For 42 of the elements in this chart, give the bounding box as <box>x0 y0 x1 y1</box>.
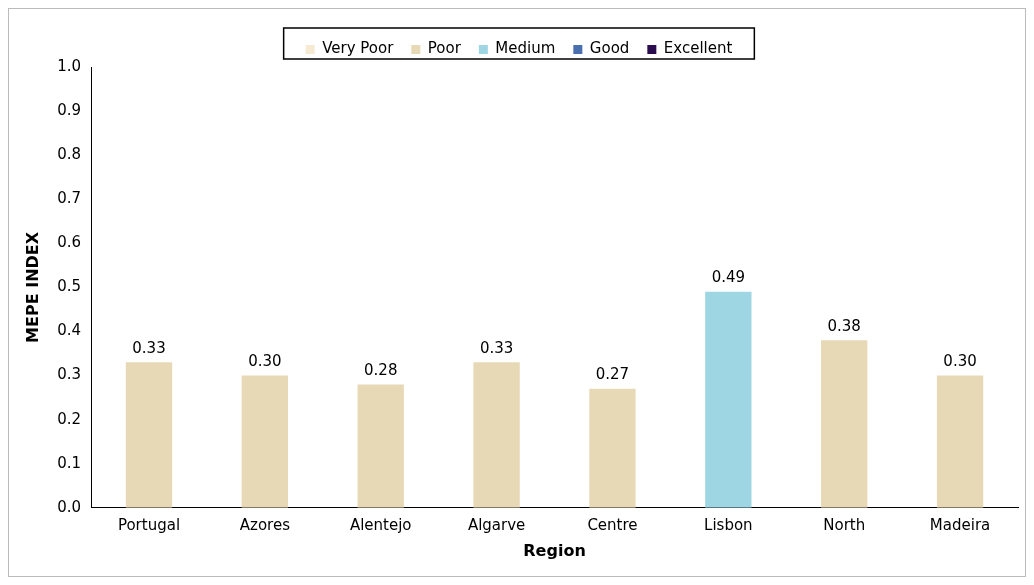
y-tick-label: 0.4 <box>57 321 82 340</box>
x-tick-label: Madeira <box>929 515 991 534</box>
y-tick-label: 0.8 <box>57 145 82 164</box>
y-tick-label: 0.7 <box>57 189 82 208</box>
bar <box>821 340 868 508</box>
legend-label: Poor <box>427 39 462 58</box>
bar <box>357 384 404 508</box>
y-tick-label: 0.5 <box>57 277 82 296</box>
y-tick-label: 1.0 <box>57 56 82 75</box>
y-tick-label: 0.2 <box>57 409 82 428</box>
y-tick-label: 0.1 <box>57 453 82 472</box>
bar <box>589 388 636 508</box>
data-label: 0.33 <box>479 338 514 357</box>
y-tick-label: 0.6 <box>57 233 82 252</box>
data-label: 0.30 <box>248 351 282 370</box>
x-tick-label: Azores <box>239 515 291 534</box>
data-label: 0.38 <box>827 316 861 335</box>
x-tick-label: Alentejo <box>349 515 412 534</box>
bar <box>705 291 752 508</box>
x-axis-title: Region <box>523 540 586 560</box>
y-axis-title: MEPE INDEX <box>22 231 42 343</box>
bar <box>473 362 520 508</box>
legend-label: Very Poor <box>322 39 395 58</box>
legend-label: Excellent <box>663 39 733 58</box>
data-label: 0.28 <box>364 360 398 379</box>
data-label: 0.27 <box>595 365 630 384</box>
x-tick-label: Portugal <box>117 515 181 534</box>
x-tick-label: Lisbon <box>704 515 753 534</box>
y-tick-label: 0.0 <box>57 497 82 516</box>
legend-label: Medium <box>495 39 556 58</box>
x-tick-label: Centre <box>587 515 638 534</box>
x-tick-label: North <box>823 515 866 534</box>
bar <box>936 375 984 508</box>
bar <box>241 375 289 508</box>
bar <box>125 362 173 508</box>
legend-label: Good <box>589 39 630 58</box>
data-label: 0.49 <box>711 268 746 287</box>
y-tick-label: 0.3 <box>57 365 82 384</box>
data-label: 0.33 <box>132 338 166 357</box>
x-tick-label: Algarve <box>467 515 526 534</box>
y-tick-label: 0.9 <box>57 100 82 119</box>
data-label: 0.30 <box>943 351 977 370</box>
